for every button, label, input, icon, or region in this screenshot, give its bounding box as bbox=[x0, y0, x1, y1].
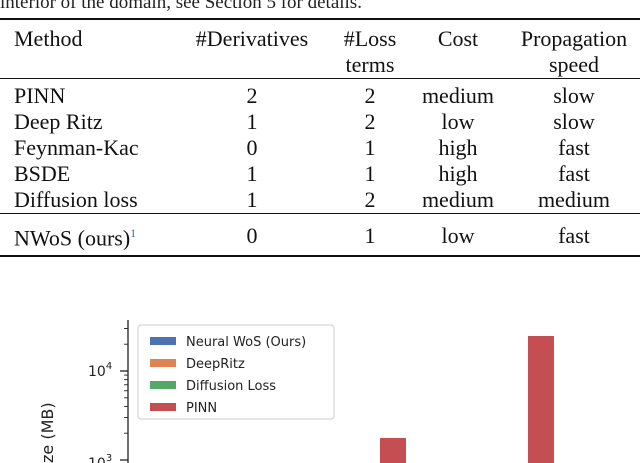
table-header-row: Method #Derivatives #Loss terms Cost Pro… bbox=[0, 26, 640, 79]
header-loss-terms: #Loss terms bbox=[343, 26, 397, 77]
row-method: PINN bbox=[14, 83, 66, 108]
row-derivatives: 0 bbox=[246, 135, 258, 160]
row-propagation: fast bbox=[558, 161, 590, 186]
table-row: Diffusion loss 1 2 medium medium bbox=[0, 187, 640, 214]
ours-method: NWoS (ours)1 bbox=[14, 225, 137, 251]
row-method: Deep Ritz bbox=[14, 109, 103, 134]
legend-label-neural-wos: Neural WoS (Ours) bbox=[186, 335, 306, 350]
header-derivatives: #Derivatives bbox=[195, 26, 309, 51]
ours-propagation: fast bbox=[558, 222, 590, 248]
row-cost: low bbox=[441, 109, 475, 134]
memory-size-chart: 104 103 ze (MB) Neural WoS (Ours) DeepRi… bbox=[38, 320, 554, 463]
ours-cost: low bbox=[441, 222, 475, 248]
row-derivatives: 1 bbox=[246, 161, 258, 186]
row-loss-terms: 2 bbox=[364, 187, 376, 212]
legend-label-deepritz: DeepRitz bbox=[186, 357, 245, 372]
row-loss-terms: 2 bbox=[364, 109, 376, 134]
ours-derivatives: 0 bbox=[246, 222, 258, 248]
bar-pinn-2 bbox=[528, 336, 554, 463]
table-row: PINN 2 2 medium slow bbox=[0, 83, 640, 109]
table-row: Feynman-Kac 0 1 high fast bbox=[0, 135, 640, 161]
legend-swatch-deepritz bbox=[150, 359, 176, 367]
row-loss-terms: 1 bbox=[364, 135, 376, 160]
header-method: Method bbox=[14, 26, 83, 51]
row-propagation: fast bbox=[558, 135, 590, 160]
comparison-table: Method #Derivatives #Loss terms Cost Pro… bbox=[0, 18, 640, 259]
header-cost: Cost bbox=[437, 26, 479, 51]
row-derivatives: 2 bbox=[246, 83, 258, 108]
footnote-link[interactable]: 1 bbox=[130, 226, 137, 240]
row-propagation: slow bbox=[553, 109, 595, 134]
ytick-label-1e4: 104 bbox=[88, 361, 112, 380]
legend-swatch-pinn bbox=[150, 403, 176, 411]
table-row: Deep Ritz 1 2 low slow bbox=[0, 109, 640, 135]
legend-label-diffusion-loss: Diffusion Loss bbox=[186, 379, 276, 394]
row-cost: medium bbox=[421, 83, 495, 108]
chart-legend: Neural WoS (Ours) DeepRitz Diffusion Los… bbox=[137, 324, 335, 420]
row-cost: high bbox=[438, 135, 478, 160]
ours-loss-terms: 1 bbox=[364, 222, 376, 248]
row-loss-terms: 1 bbox=[364, 161, 376, 186]
legend-swatch-neural-wos bbox=[150, 337, 176, 345]
row-method: Feynman-Kac bbox=[14, 135, 139, 160]
legend-swatch-diffusion-loss bbox=[150, 381, 176, 389]
row-propagation: slow bbox=[553, 83, 595, 108]
y-axis-label: ze (MB) bbox=[38, 402, 57, 463]
bar-pinn-1 bbox=[380, 438, 406, 463]
row-cost: high bbox=[438, 161, 478, 186]
legend-label-pinn: PINN bbox=[186, 401, 217, 416]
row-cost: medium bbox=[421, 187, 495, 212]
caption-tail: interior of the domain, see Section 5 fo… bbox=[0, 0, 362, 13]
header-propagation: Propagation speed bbox=[520, 26, 628, 77]
row-method: BSDE bbox=[14, 161, 71, 186]
table-row-ours: NWoS (ours)1 0 1 low fast bbox=[0, 220, 640, 251]
row-propagation: medium bbox=[537, 187, 611, 212]
row-derivatives: 1 bbox=[246, 109, 258, 134]
row-method: Diffusion loss bbox=[14, 187, 138, 212]
row-loss-terms: 2 bbox=[364, 83, 376, 108]
row-derivatives: 1 bbox=[246, 187, 258, 212]
table-row: BSDE 1 1 high fast bbox=[0, 161, 640, 187]
ytick-label-1e3: 103 bbox=[88, 453, 112, 463]
